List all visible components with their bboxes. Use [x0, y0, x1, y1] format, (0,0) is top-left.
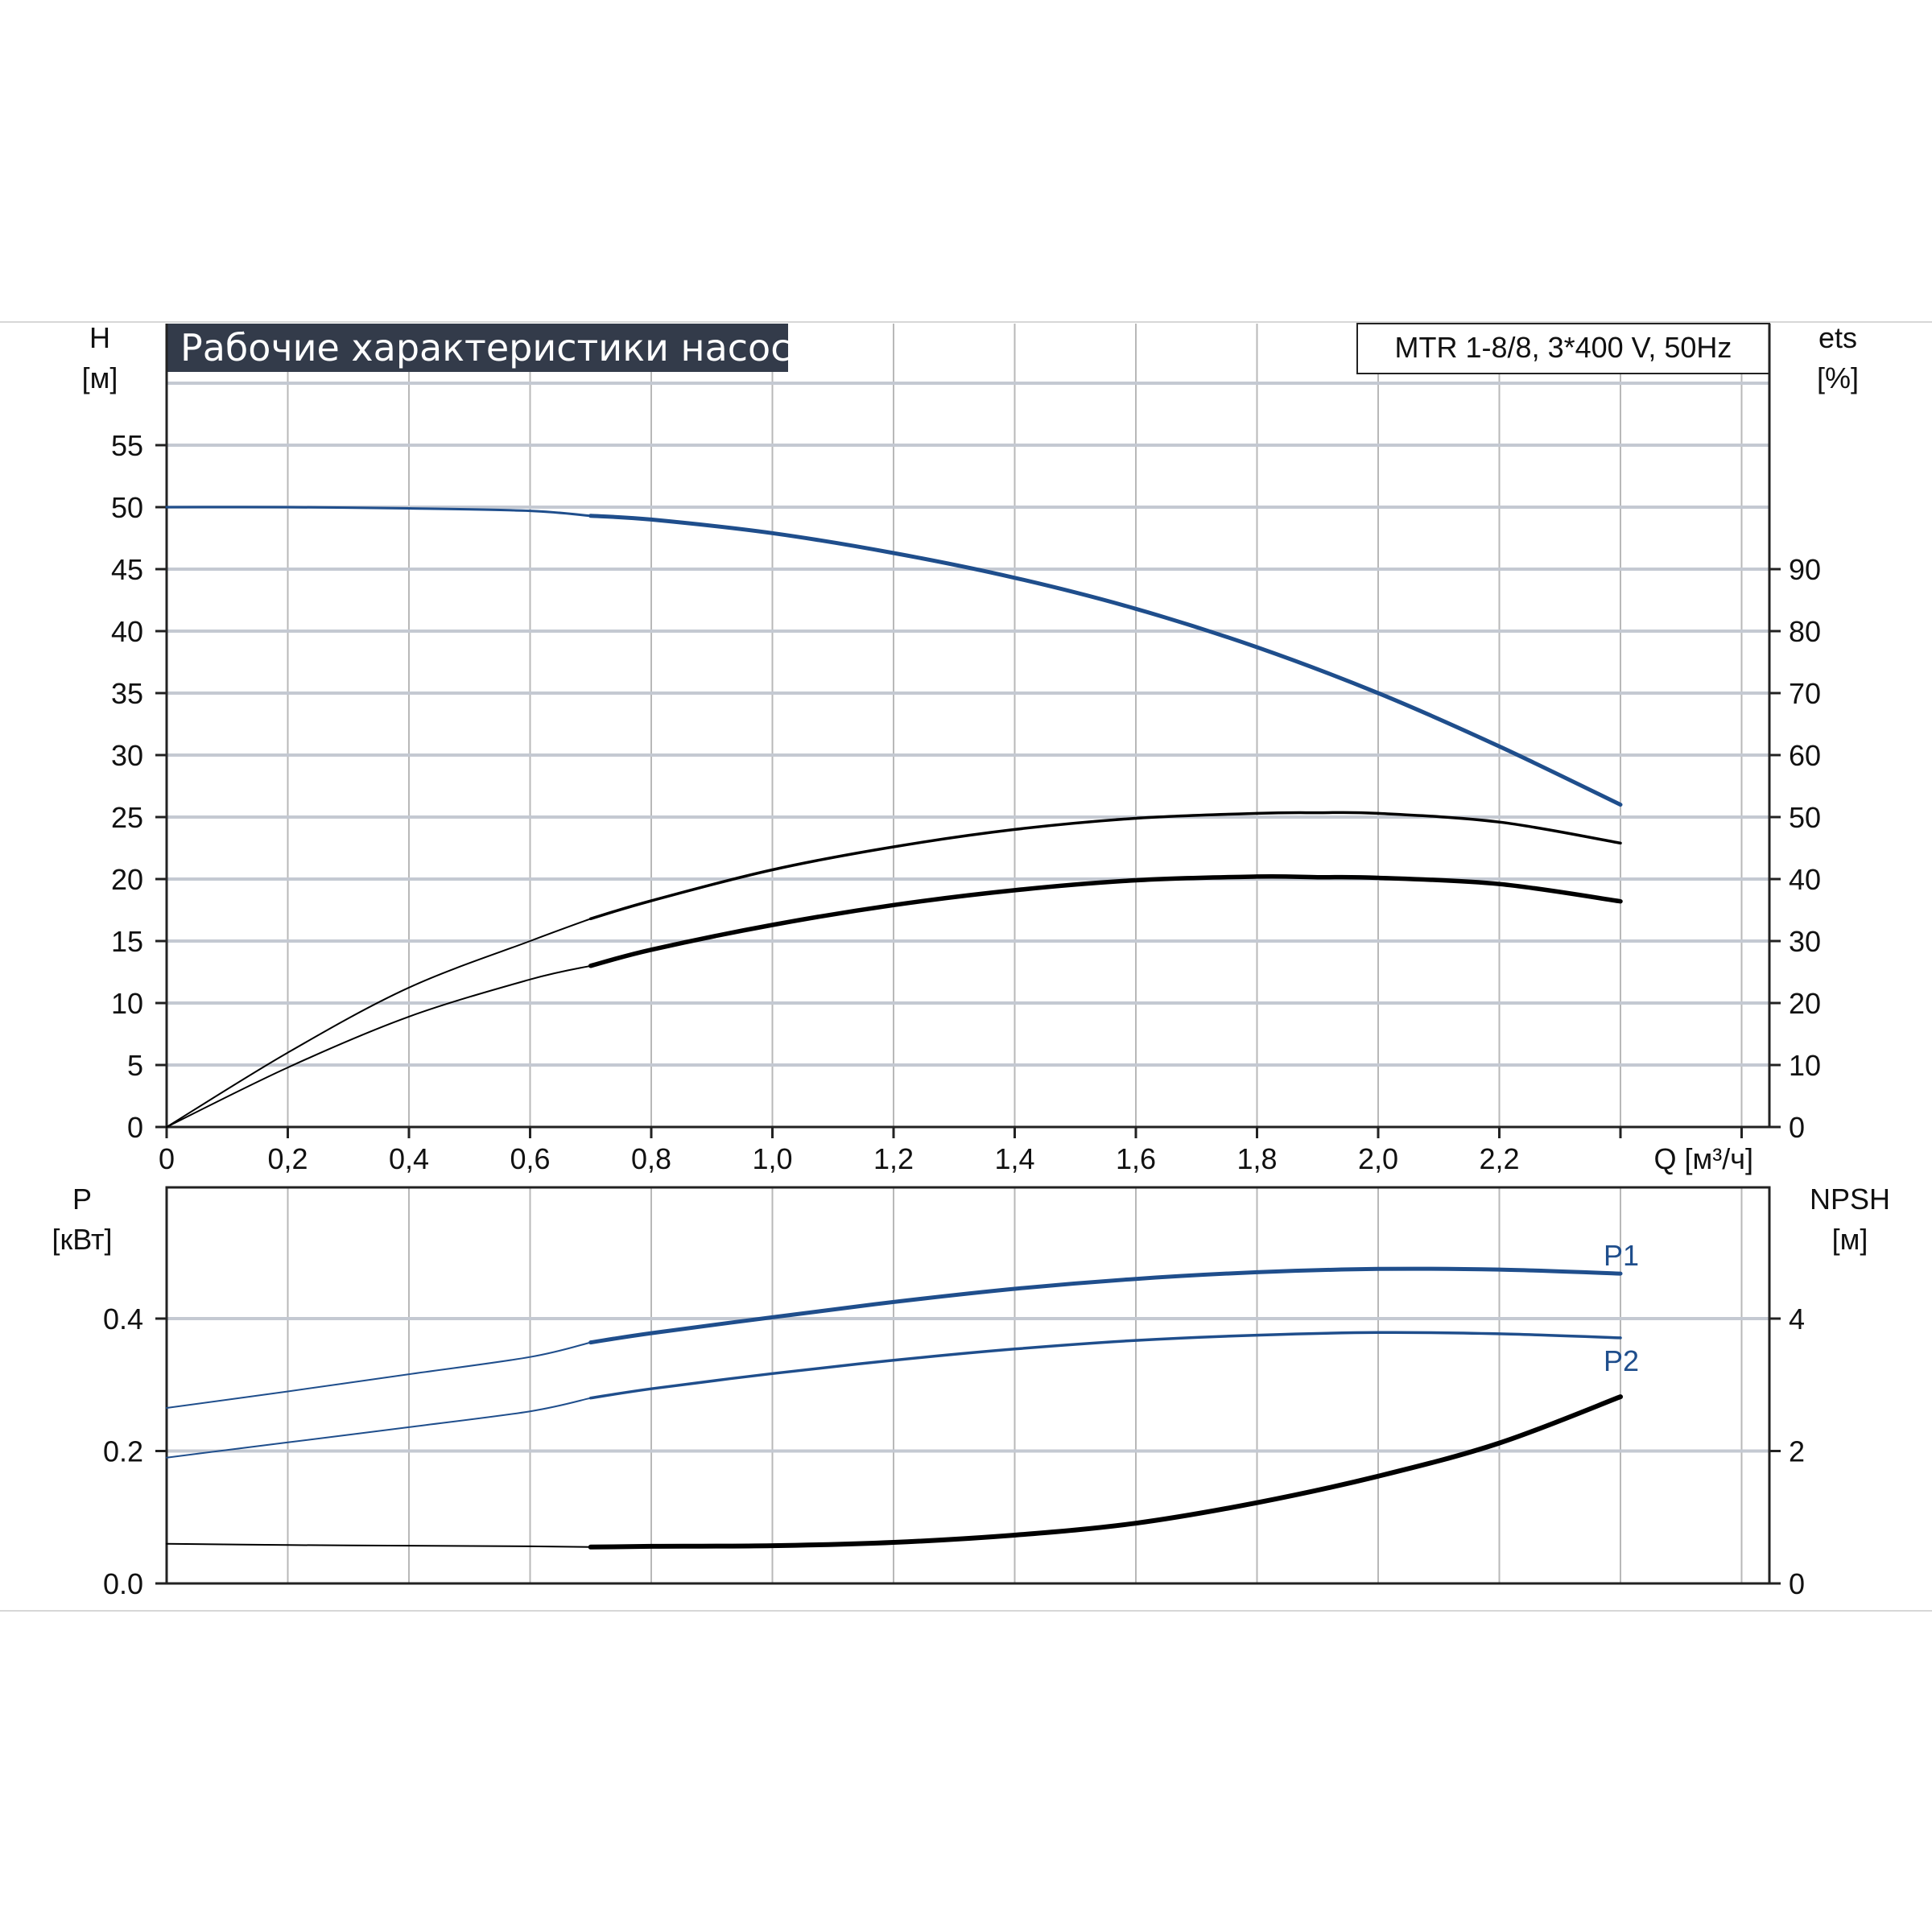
- npsh-tick-label: 2: [1789, 1435, 1805, 1468]
- h-tick-label: 5: [127, 1049, 143, 1082]
- q-axis-label: Q [м³/ч]: [1653, 1142, 1753, 1175]
- npsh-curve: [588, 1394, 1623, 1550]
- eta-axis-unit: [%]: [1817, 361, 1859, 394]
- p-tick-label: 0.2: [103, 1435, 143, 1468]
- h-tick-label: 40: [111, 615, 143, 648]
- lower-axis-ticks: 0.0 0.2 0.4 0 2 4: [103, 1302, 1805, 1600]
- q-tick-label: 2,0: [1358, 1142, 1398, 1175]
- series-label-p2: P2: [1604, 1344, 1639, 1377]
- h-tick-label: 50: [111, 491, 143, 524]
- eta-tick-label: 40: [1789, 863, 1821, 896]
- head-h-curve: [588, 514, 1623, 807]
- h-axis-unit: [м]: [82, 361, 118, 394]
- h-tick-label: 45: [111, 553, 143, 586]
- eta-tick-label: 10: [1789, 1049, 1821, 1082]
- h-tick-label: 55: [111, 429, 143, 462]
- efficiency-2-curve-thin: [166, 964, 592, 1128]
- npsh-axis-name: NPSH: [1810, 1183, 1890, 1216]
- eta-tick-label: 0: [1789, 1111, 1805, 1144]
- q-tick-label: 0,8: [631, 1142, 671, 1175]
- q-tick-label: 0,6: [510, 1142, 550, 1175]
- power-p2-curve: [588, 1331, 1622, 1400]
- upper-axis-ticks: 0 5 10 15 20 25 30 35 40 45 50 55 0 10 20 30 40 50 60 70 80 9…: [111, 429, 1821, 1175]
- q-tick-label: 0,2: [267, 1142, 308, 1175]
- npsh-tick-label: 0: [1789, 1567, 1805, 1600]
- title-box: [167, 324, 788, 372]
- model-box: [1356, 323, 1770, 374]
- eta-tick-label: 80: [1789, 615, 1821, 648]
- npsh-curve-thin: [166, 1542, 592, 1548]
- lower-grid: [167, 1187, 1769, 1583]
- npsh-axis-unit: [м]: [1832, 1223, 1868, 1256]
- curves-layer: [165, 506, 1623, 1550]
- eta-axis-name: ets: [1818, 321, 1857, 354]
- upper-plot-frame: [165, 324, 1771, 1129]
- eta-tick-label: 90: [1789, 553, 1821, 586]
- eta-tick-label: 70: [1789, 677, 1821, 710]
- q-tick-label: 1,0: [752, 1142, 792, 1175]
- eta-tick-label: 30: [1789, 925, 1821, 958]
- series-label-p1: P1: [1604, 1239, 1639, 1272]
- lower-plot-frame: [165, 1186, 1771, 1585]
- h-tick-label: 15: [111, 925, 143, 958]
- h-tick-label: 35: [111, 677, 143, 710]
- p-tick-label: 0.0: [103, 1567, 143, 1600]
- q-tick-label: 1,2: [873, 1142, 914, 1175]
- model-label: MTR 1-8/8, 3*400 V, 50Hz: [1395, 331, 1732, 364]
- q-tick-label: 1,6: [1116, 1142, 1156, 1175]
- q-tick-label: 2,2: [1479, 1142, 1519, 1175]
- power-p1-curve: [588, 1266, 1623, 1345]
- h-tick-label: 10: [111, 987, 143, 1020]
- power-p1-curve-thin: [166, 1341, 592, 1409]
- eta-tick-label: 20: [1789, 987, 1821, 1020]
- q-tick-label: 1,8: [1236, 1142, 1277, 1175]
- eta-tick-label: 60: [1789, 739, 1821, 772]
- p-tick-label: 0.4: [103, 1302, 143, 1335]
- h-tick-label: 30: [111, 739, 143, 772]
- q-tick-label: 0,4: [389, 1142, 429, 1175]
- h-axis-name: H: [89, 321, 110, 354]
- upper-grid: [167, 324, 1769, 1127]
- efficiency-1-curve: [588, 811, 1622, 921]
- eta-tick-label: 50: [1789, 801, 1821, 834]
- p-axis-unit: [кВт]: [52, 1223, 112, 1256]
- head-h-curve-thin: [165, 506, 592, 518]
- efficiency-2-curve: [588, 873, 1623, 968]
- chart-title: Рабочие характеристики насоса: [180, 326, 814, 369]
- h-tick-label: 0: [127, 1111, 143, 1144]
- q-tick-label: 1,4: [994, 1142, 1034, 1175]
- efficiency-1-curve-thin: [166, 918, 592, 1128]
- power-p2-curve-thin: [166, 1397, 592, 1459]
- p-axis-name: P: [72, 1183, 92, 1216]
- h-tick-label: 20: [111, 863, 143, 896]
- q-tick-label: 0: [159, 1142, 175, 1175]
- npsh-tick-label: 4: [1789, 1302, 1805, 1335]
- h-tick-label: 25: [111, 801, 143, 834]
